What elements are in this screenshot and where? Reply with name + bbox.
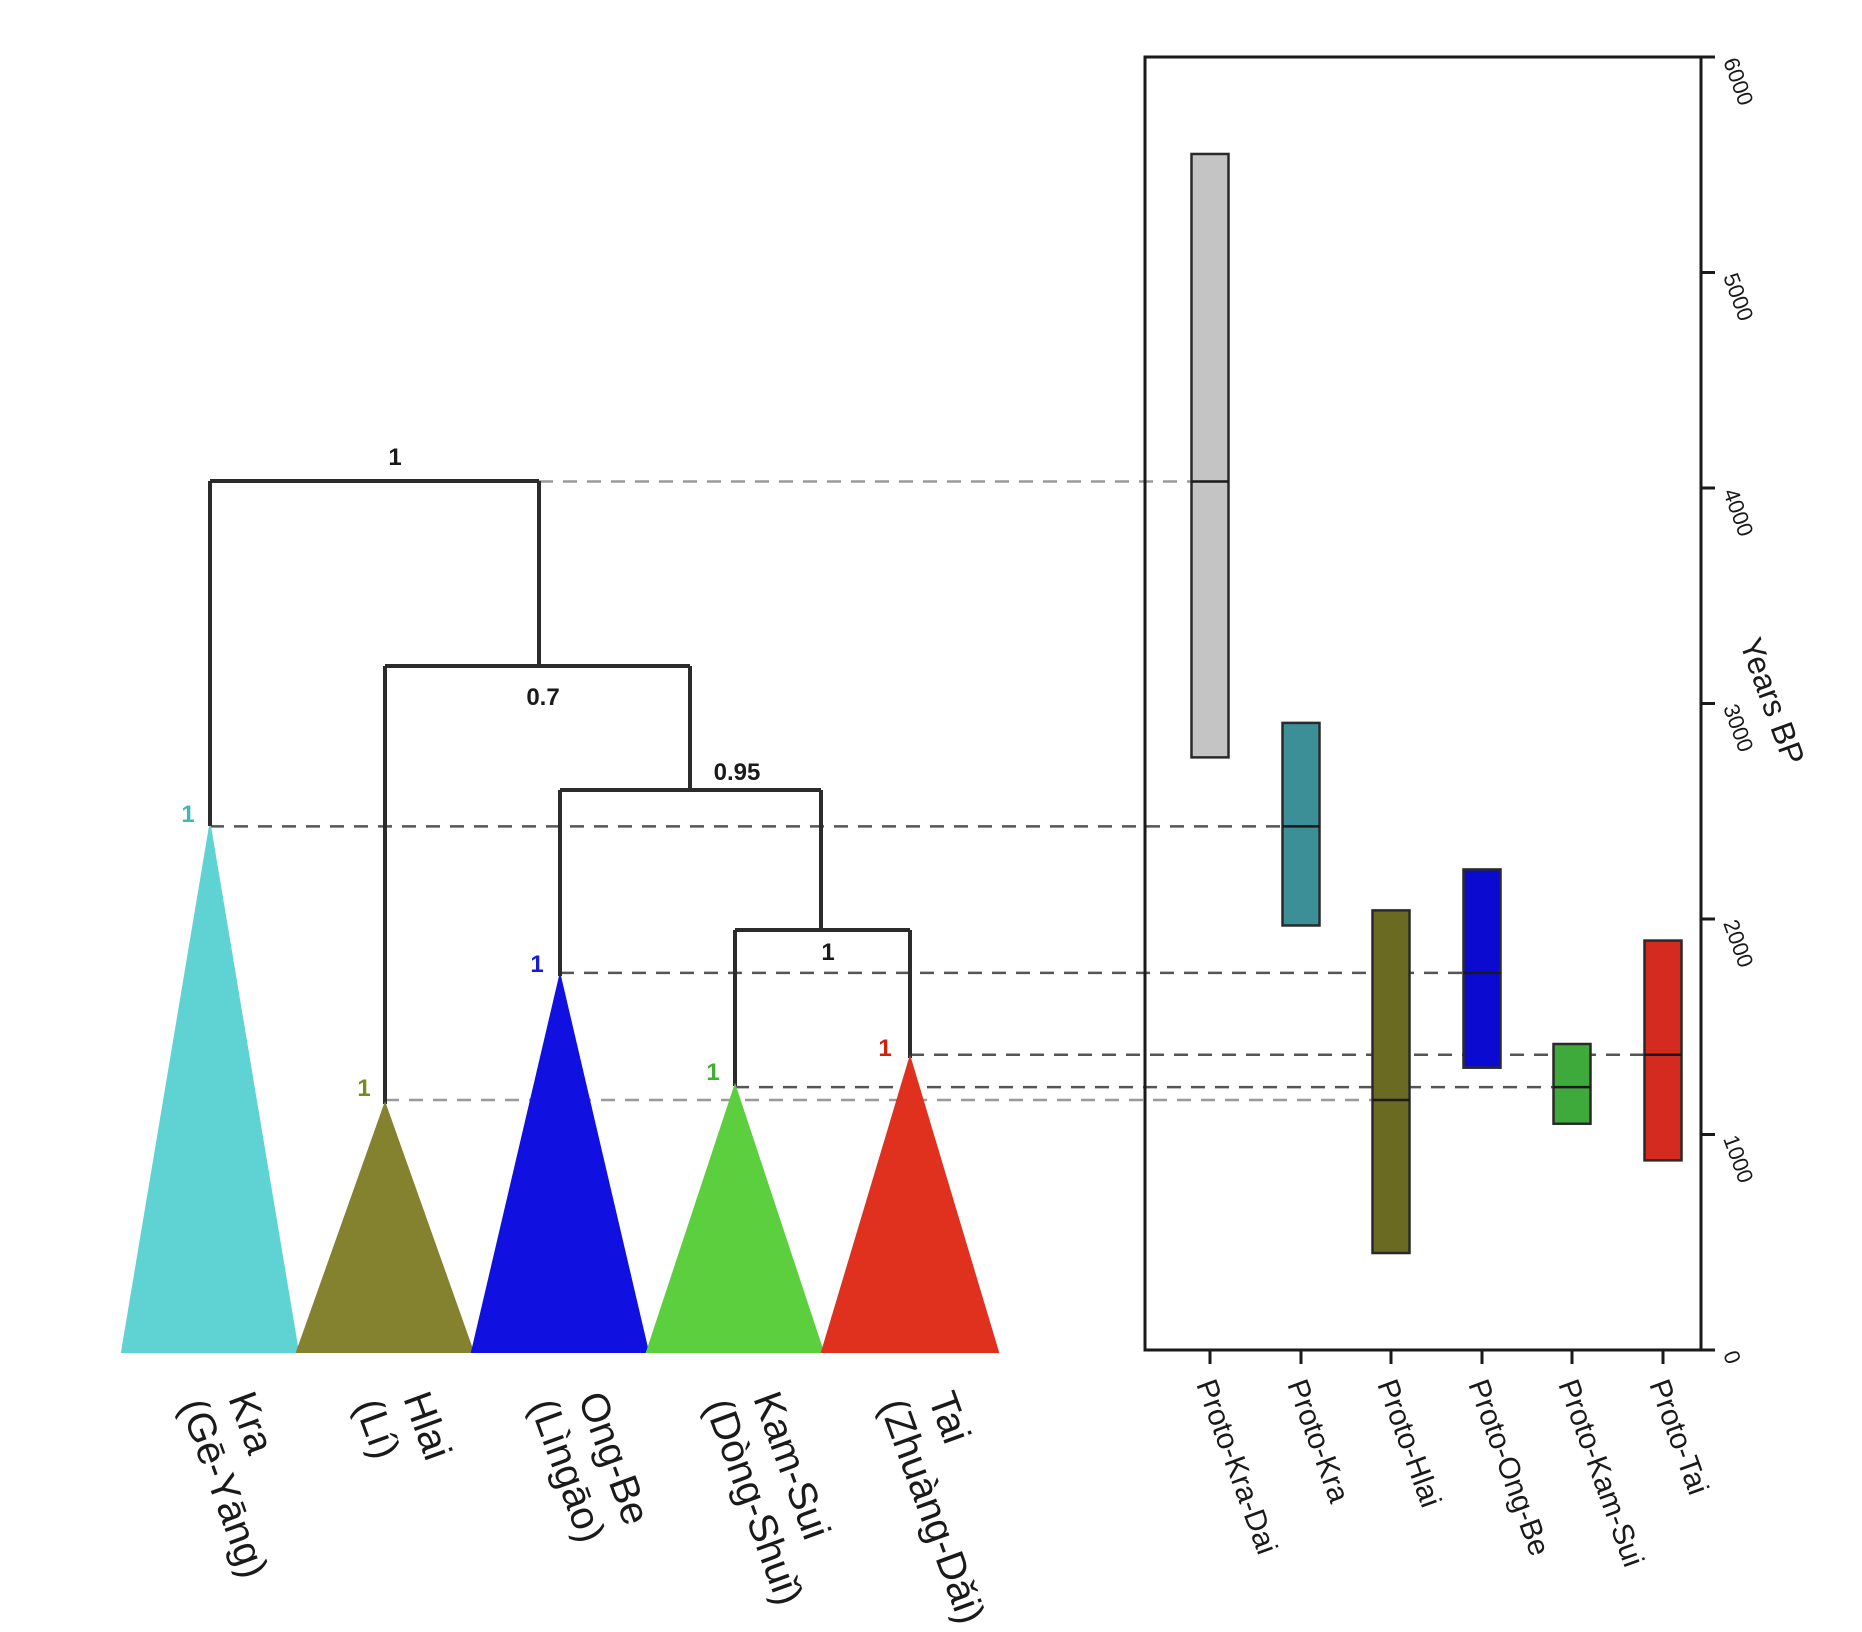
y-tick-label: 1000 [1718, 1132, 1758, 1187]
x-tick-label: Proto-Kra-Dai [1189, 1375, 1283, 1559]
clade-label-hlai: Hlai(Lí) [346, 1386, 460, 1466]
interval-bars [1190, 152, 1683, 1255]
clade-label-kra: Kra(Gē-Yāng) [171, 1386, 282, 1584]
interval-1 [1281, 721, 1321, 927]
interval-2 [1371, 909, 1411, 1255]
interval-bar [1643, 939, 1683, 1162]
support-ongbe: 1 [530, 951, 543, 978]
x-tick-label: Proto-Tai [1642, 1375, 1714, 1499]
clade-triangles [120, 825, 1000, 1353]
y-tick-label: 4000 [1718, 485, 1758, 540]
interval-3 [1462, 868, 1502, 1069]
x-tick-label: Proto-Hlai [1370, 1375, 1447, 1512]
clade-triangle-ongbe [470, 975, 650, 1353]
y-tick-label: 0 [1718, 1347, 1746, 1367]
y-axis: 0 1000 2000 3000 4000 5000 6000 [1699, 54, 1759, 1367]
clade-triangle-hlai [295, 1101, 475, 1353]
clade-label-kamsui: Kam-Sui(Dòng-Shuǐ) [696, 1386, 838, 1611]
clade-name: Hlai [395, 1386, 460, 1466]
y-tick-label: 5000 [1718, 270, 1758, 325]
y-tick-label: 3000 [1718, 701, 1758, 756]
support-kamsui: 1 [706, 1059, 719, 1086]
clade-triangle-tai [820, 1054, 1000, 1353]
support-kra: 1 [181, 801, 194, 828]
y-tick-label: 6000 [1718, 54, 1758, 109]
x-tick-label: Proto-Kam-Sui [1551, 1375, 1649, 1571]
support-hlai_rest: 0.7 [526, 684, 559, 711]
clade-label-ongbe: Ong-Be(Lìngāo) [521, 1386, 658, 1548]
interval-5 [1643, 939, 1683, 1162]
interval-0 [1190, 152, 1230, 759]
interval-bar [1281, 721, 1321, 927]
support-kamsui_tai: 1 [821, 939, 834, 966]
interval-bar [1462, 868, 1502, 1069]
support-values: 1 0.7 0.95 1 1 1 1 1 1 [181, 444, 891, 1102]
interval-4 [1552, 1042, 1592, 1125]
clade-triangle-kamsui [645, 1082, 825, 1353]
support-hlai: 1 [357, 1075, 370, 1102]
phylogenetic-tree: 1 0.7 0.95 1 1 1 1 1 1 Kra(Gē-Yāng) Hlai(Lí) Ong-B… [120, 444, 1000, 1630]
x-tick-label: Proto-Ong-Be [1461, 1375, 1555, 1560]
support-root: 1 [388, 444, 401, 471]
support-ongbe_rest: 0.95 [714, 759, 761, 786]
interval-bar [1190, 152, 1230, 759]
x-tick-label: Proto-Kra [1280, 1375, 1355, 1507]
guide-lines [210, 480, 1682, 1102]
clade-triangle-kra [120, 825, 300, 1353]
interval-bar [1552, 1042, 1592, 1125]
support-tai: 1 [878, 1035, 891, 1062]
tree-branches [208, 479, 912, 1104]
clade-labels: Kra(Gē-Yāng) Hlai(Lí) Ong-Be(Lìngāo) Kam-Su… [171, 1386, 993, 1630]
y-tick-label: 2000 [1718, 916, 1758, 971]
clade-label-tai: Tai(Zhuàng-Dǎi) [871, 1386, 993, 1630]
interval-bar [1371, 909, 1411, 1255]
